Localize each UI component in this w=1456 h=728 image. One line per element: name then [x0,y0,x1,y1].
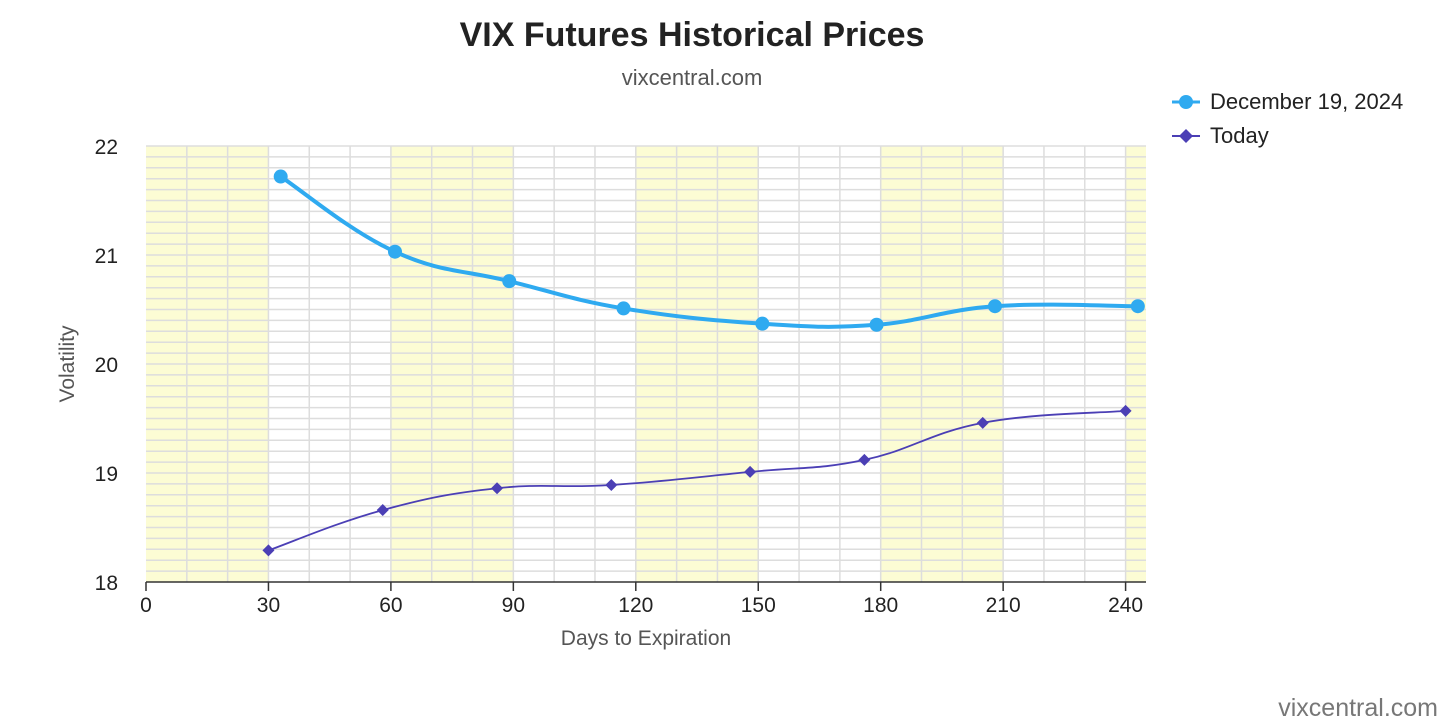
chart-title: VIX Futures Historical Prices [460,16,925,54]
y-tick-label: 21 [95,245,118,268]
legend-item-december-19-2024[interactable]: December 19, 2024 [1172,89,1403,114]
x-tick-label: 240 [1108,594,1143,617]
x-tick-label: 90 [502,594,525,617]
x-tick-label: 60 [379,594,402,617]
legend-label: December 19, 2024 [1210,89,1403,114]
legend-diamond-marker-icon [1179,129,1193,143]
data-point-diamond [744,465,757,478]
data-point-diamond [605,478,618,491]
y-tick-label: 19 [95,463,118,486]
data-point-diamond [376,504,389,517]
series-markers [262,169,1145,557]
chart-credit[interactable]: vixcentral.com [1278,694,1438,722]
data-point-circle [755,316,770,331]
legend-item-today[interactable]: Today [1172,123,1269,148]
data-point-circle [273,169,288,184]
data-point-circle [387,244,402,259]
data-point-circle [869,317,884,332]
data-point-diamond [976,416,989,429]
y-axis-label: Volatility [56,325,79,403]
data-point-diamond [262,544,275,557]
data-point-diamond [858,453,871,466]
y-tick-label: 18 [95,572,118,595]
series-lines [268,174,1138,552]
grid-lines [146,145,1146,582]
x-tick-label: 180 [863,594,898,617]
data-point-circle [1130,299,1145,314]
series-line-december-19-2024 [279,174,1138,329]
data-point-circle [616,301,631,316]
legend-label: Today [1210,123,1269,148]
x-axis-label: Days to Expiration [561,627,731,650]
axes: 0 30 60 90 120 150 180 210 240 18 19 20 21 22 [95,136,1146,617]
data-point-diamond [491,482,504,495]
y-tick-label: 20 [95,354,118,377]
data-point-circle [987,299,1002,314]
y-tick-label: 22 [95,136,118,159]
x-tick-label: 0 [140,594,152,617]
legend: December 19, 2024 Today [1172,89,1403,148]
data-point-circle [502,274,517,289]
x-tick-label: 120 [618,594,653,617]
series-line-today [268,409,1126,552]
x-tick-label: 210 [986,594,1021,617]
data-point-diamond [1119,404,1132,417]
x-tick-label: 150 [741,594,776,617]
legend-circle-marker-icon [1179,95,1193,109]
chart-subtitle: vixcentral.com [622,65,763,90]
x-tick-label: 30 [257,594,280,617]
